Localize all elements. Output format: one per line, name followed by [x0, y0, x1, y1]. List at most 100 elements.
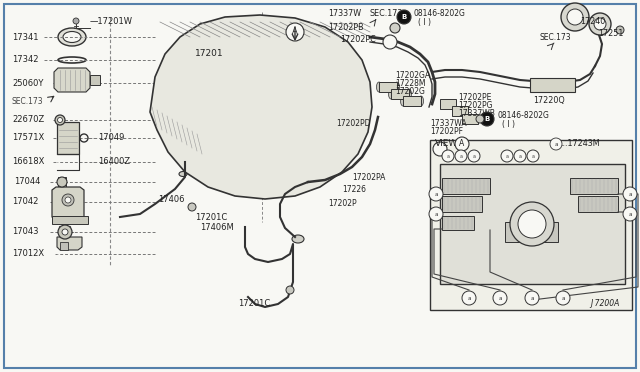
Circle shape [65, 197, 71, 203]
Text: 25060Y: 25060Y [12, 78, 44, 87]
Text: 17240: 17240 [580, 17, 605, 26]
Text: 17202G: 17202G [395, 87, 425, 96]
Text: 17201C: 17201C [195, 212, 227, 221]
Bar [505, 222, 523, 242]
Circle shape [594, 18, 606, 30]
Circle shape [442, 150, 454, 162]
Text: 17228M: 17228M [395, 80, 426, 89]
Text: 17202GA: 17202GA [395, 71, 430, 80]
Text: 17202PF: 17202PF [430, 128, 463, 137]
Bar [391, 89, 409, 99]
Circle shape [525, 291, 539, 305]
Circle shape [510, 202, 554, 246]
Circle shape [383, 35, 397, 49]
Text: 22670Z: 22670Z [12, 115, 44, 125]
Text: 17342: 17342 [12, 55, 38, 64]
Text: 17202PA: 17202PA [352, 173, 385, 182]
Bar [379, 82, 397, 92]
Text: 17337WA: 17337WA [430, 119, 467, 128]
Ellipse shape [292, 235, 304, 243]
Text: 17202PG: 17202PG [458, 102, 493, 110]
Circle shape [390, 23, 400, 33]
Bar [530, 78, 575, 92]
Circle shape [556, 291, 570, 305]
Text: 17251: 17251 [598, 29, 623, 38]
Text: ...17243M: ...17243M [560, 140, 600, 148]
Text: a: a [460, 154, 463, 158]
Ellipse shape [58, 28, 86, 46]
Ellipse shape [618, 269, 632, 283]
Text: 17337WB: 17337WB [458, 109, 495, 119]
Text: J 7200A: J 7200A [591, 299, 620, 308]
Text: A: A [460, 140, 465, 148]
Circle shape [616, 26, 624, 34]
Circle shape [561, 3, 589, 31]
Text: a: a [628, 212, 632, 217]
Circle shape [188, 203, 196, 211]
Text: 17341: 17341 [12, 32, 38, 42]
Ellipse shape [376, 82, 381, 92]
Ellipse shape [401, 96, 406, 106]
Circle shape [493, 291, 507, 305]
Bar [442, 216, 474, 230]
Circle shape [286, 23, 304, 41]
Circle shape [73, 18, 79, 24]
Circle shape [550, 138, 562, 150]
Circle shape [455, 150, 467, 162]
Text: a: a [435, 192, 438, 196]
Text: VIEW: VIEW [435, 140, 458, 148]
Polygon shape [52, 187, 84, 220]
Text: 16618X: 16618X [12, 157, 44, 167]
Ellipse shape [179, 171, 187, 176]
Circle shape [501, 150, 513, 162]
Bar [52, 216, 88, 224]
Circle shape [433, 142, 447, 156]
Text: 17042: 17042 [12, 198, 38, 206]
Bar [442, 196, 482, 212]
Text: a: a [518, 154, 522, 158]
Bar [60, 242, 68, 250]
Text: a: a [499, 295, 502, 301]
Circle shape [57, 177, 67, 187]
Polygon shape [150, 15, 372, 199]
Circle shape [58, 225, 72, 239]
Text: a: a [628, 192, 632, 196]
Circle shape [429, 187, 443, 201]
Text: a: a [435, 212, 438, 217]
Text: SEC.173: SEC.173 [12, 97, 44, 106]
Text: 17202PB: 17202PB [328, 23, 364, 32]
Bar [58, 177, 66, 187]
Circle shape [514, 150, 526, 162]
Text: a: a [554, 141, 557, 147]
Text: 17406M: 17406M [200, 222, 234, 231]
Ellipse shape [433, 165, 447, 179]
Bar [440, 164, 625, 284]
Text: 08146-8202G: 08146-8202G [414, 10, 466, 19]
Ellipse shape [433, 269, 447, 283]
Bar [462, 114, 478, 124]
Text: 17202P: 17202P [328, 199, 356, 208]
Circle shape [62, 194, 74, 206]
Text: B: B [401, 14, 406, 20]
Circle shape [589, 13, 611, 35]
Ellipse shape [419, 96, 424, 106]
Circle shape [567, 9, 583, 25]
Text: 16400Z: 16400Z [98, 157, 130, 167]
Text: 08146-8202G: 08146-8202G [498, 110, 550, 119]
Bar [540, 222, 558, 242]
Text: a: a [531, 295, 534, 301]
Circle shape [468, 150, 480, 162]
Ellipse shape [618, 165, 632, 179]
Text: 17202PE: 17202PE [458, 93, 492, 103]
Text: ( I ): ( I ) [502, 119, 515, 128]
Text: a: a [561, 295, 564, 301]
Text: 17201C: 17201C [238, 299, 270, 308]
Circle shape [623, 207, 637, 221]
Text: 17337W: 17337W [328, 10, 361, 19]
Circle shape [58, 118, 63, 122]
Text: 17571X: 17571X [12, 134, 44, 142]
Text: —17201W: —17201W [90, 17, 133, 26]
Text: 17202PC: 17202PC [340, 35, 376, 45]
Text: 17406: 17406 [158, 196, 184, 205]
Circle shape [429, 207, 443, 221]
